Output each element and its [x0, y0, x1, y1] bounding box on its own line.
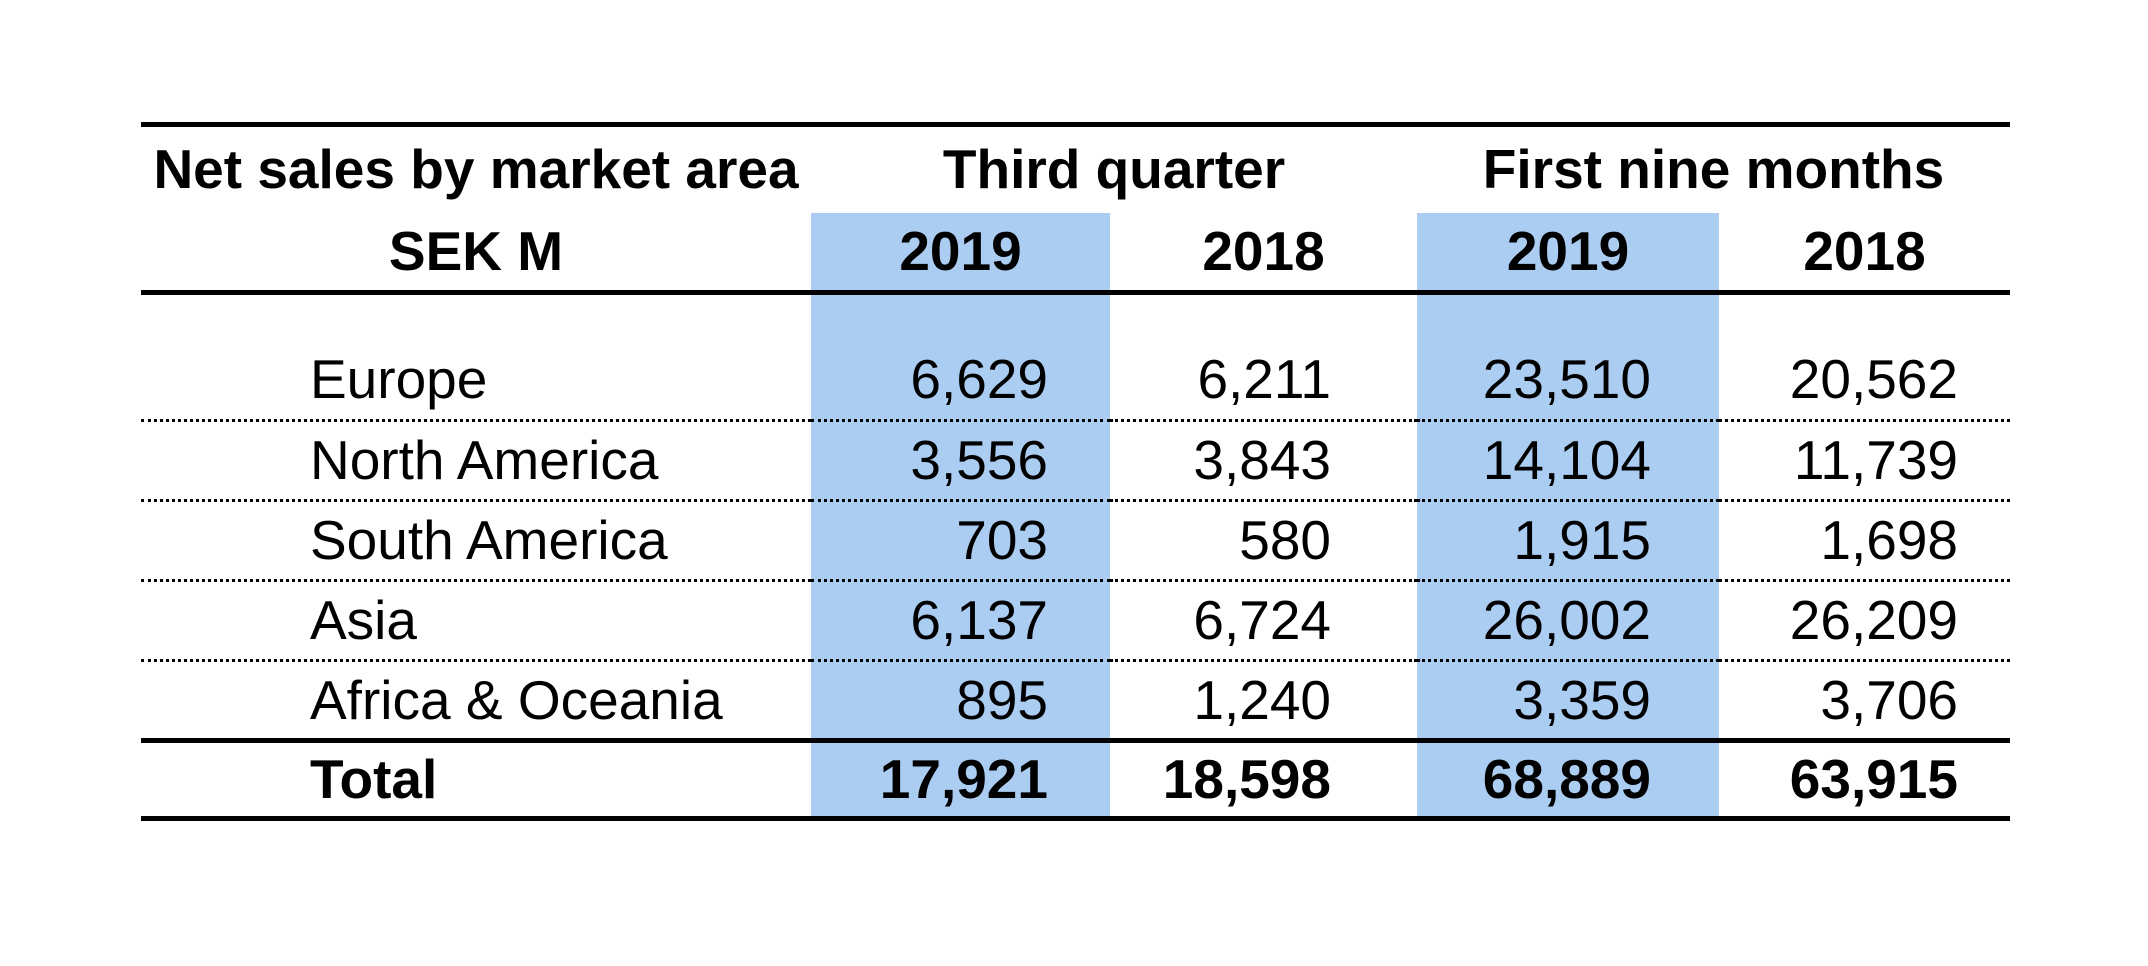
- value-cell: 3,556: [811, 420, 1110, 502]
- group-header-third-quarter: Third quarter: [942, 138, 1286, 201]
- value-cell: 6,137: [811, 580, 1110, 662]
- value-cell: 580: [1110, 500, 1417, 582]
- value-cell: 6,629: [811, 340, 1110, 422]
- row-label: Africa & Oceania: [141, 660, 811, 743]
- total-value-cell: 18,598: [1110, 740, 1417, 821]
- value-cell: 23,510: [1417, 340, 1719, 422]
- spacer-cell-highlight: [811, 292, 1110, 341]
- value-cell: 1,915: [1417, 500, 1719, 582]
- group-header-first-nine-months: First nine months: [1482, 138, 1945, 201]
- year-header-q3-2019: 2019: [811, 212, 1110, 295]
- table-row-total: Total 17,921 18,598 68,889 63,915: [141, 740, 2010, 821]
- value-cell: 1,698: [1719, 500, 2010, 582]
- table-row-europe: Europe 6,629 6,211 23,510 20,562: [141, 340, 2010, 422]
- year-header-9m-2019: 2019: [1417, 212, 1719, 295]
- value-cell: 3,359: [1417, 660, 1719, 743]
- year-header-q3-2018: 2018: [1110, 212, 1417, 295]
- total-value-cell: 68,889: [1417, 740, 1719, 821]
- year-header-9m-2018: 2018: [1719, 212, 2010, 295]
- spacer-cell: [141, 293, 811, 341]
- value-cell: 26,002: [1417, 580, 1719, 662]
- value-cell: 6,211: [1110, 340, 1417, 422]
- value-cell: 3,706: [1719, 660, 2010, 743]
- value-cell: 703: [811, 500, 1110, 582]
- table-row-north-america: North America 3,556 3,843 14,104 11,739: [141, 420, 2010, 502]
- net-sales-table: Net sales by market area Third quarter F…: [141, 122, 2010, 821]
- spacer-cell-highlight: [1417, 292, 1719, 341]
- total-value-cell: 17,921: [811, 740, 1110, 821]
- total-label: Total: [141, 740, 811, 821]
- group-header-row: Net sales by market area Third quarter F…: [141, 125, 2010, 213]
- value-cell: 895: [811, 660, 1110, 743]
- table-row-south-america: South America 703 580 1,915 1,698: [141, 500, 2010, 582]
- table-row-africa-oceania: Africa & Oceania 895 1,240 3,359 3,706: [141, 660, 2010, 743]
- row-label: South America: [141, 500, 811, 582]
- total-value-cell: 63,915: [1719, 740, 2010, 821]
- spacer-cell: [1719, 293, 2010, 341]
- value-cell: 6,724: [1110, 580, 1417, 662]
- spacer-row: [141, 292, 2010, 341]
- year-header-row: SEK M 2019 2018 2019 2018: [141, 212, 2010, 295]
- value-cell: 11,739: [1719, 420, 2010, 502]
- value-cell: 20,562: [1719, 340, 2010, 422]
- table-title: Net sales by market area: [153, 138, 799, 201]
- unit-label: SEK M: [141, 212, 811, 295]
- value-cell: 3,843: [1110, 420, 1417, 502]
- table-row-asia: Asia 6,137 6,724 26,002 26,209: [141, 580, 2010, 662]
- value-cell: 26,209: [1719, 580, 2010, 662]
- value-cell: 14,104: [1417, 420, 1719, 502]
- row-label: North America: [141, 420, 811, 502]
- row-label: Asia: [141, 580, 811, 662]
- value-cell: 1,240: [1110, 660, 1417, 743]
- spacer-cell: [1110, 293, 1417, 341]
- row-label: Europe: [141, 340, 811, 422]
